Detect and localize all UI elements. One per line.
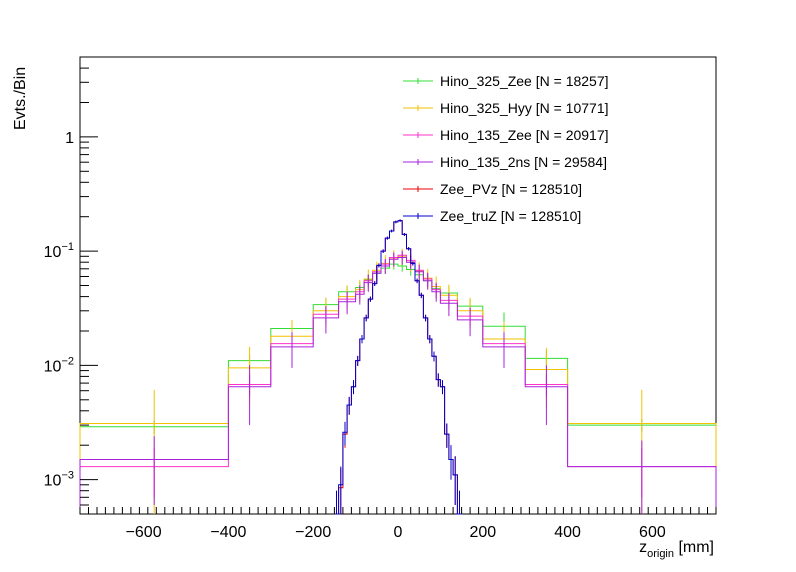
x-axis-title: zorigin [mm]	[639, 539, 714, 560]
y-tick-label: 1	[65, 130, 74, 147]
legend-label: Hino_135_2ns [N = 29584]	[440, 154, 607, 170]
y-axis-title: Evts./Bin	[12, 67, 29, 130]
y-tick-label-base: 1	[65, 130, 74, 147]
y-tick-label: 10−2	[44, 355, 74, 375]
y-tick-label-exponent: −2	[61, 355, 74, 367]
x-tick-label: 400	[554, 524, 581, 541]
x-axis-title-subscript: origin	[647, 548, 674, 560]
legend-item: Hino_135_Zee [N = 20917]	[403, 127, 609, 143]
y-tick-label-exponent: −3	[61, 470, 74, 482]
series-3	[79, 251, 717, 514]
y-tick-label-base: 10	[44, 473, 62, 490]
x-tick-label: −200	[295, 524, 331, 541]
y-tick-label-exponent: −1	[61, 241, 74, 253]
legend-item: Hino_325_Hyy [N = 10771]	[403, 100, 609, 116]
histogram-layer	[79, 219, 717, 515]
legend-label: Zee_PVz [N = 128510]	[440, 181, 582, 197]
series-5	[334, 219, 462, 515]
y-tick-label: 10−1	[44, 241, 74, 261]
legend-label: Hino_325_Zee [N = 18257]	[440, 73, 609, 89]
legend-label: Zee_truZ [N = 128510]	[440, 208, 581, 224]
x-axis: −600 −400 −200 0 200 400 600	[79, 507, 717, 541]
x-tick-label: 600	[639, 524, 666, 541]
legend-item: Zee_truZ [N = 128510]	[403, 208, 581, 224]
x-tick-label: 200	[469, 524, 496, 541]
legend-item: Hino_135_2ns [N = 29584]	[403, 154, 607, 170]
legend-item: Hino_325_Zee [N = 18257]	[403, 73, 609, 89]
x-axis-title-unit: [mm]	[674, 539, 714, 556]
legend: Hino_325_Zee [N = 18257] Hino_325_Hyy [N …	[403, 73, 609, 224]
x-tick-label: 0	[394, 524, 403, 541]
x-tick-label: −600	[126, 524, 162, 541]
y-tick-label-base: 10	[44, 358, 62, 375]
series-step-line	[79, 257, 717, 514]
y-axis: 10−310−210−11	[44, 56, 98, 515]
series-step-line	[79, 263, 717, 514]
legend-label: Hino_325_Hyy [N = 10771]	[440, 100, 609, 116]
y-tick-label-base: 10	[44, 244, 62, 261]
x-axis-title-main: z	[639, 539, 647, 556]
legend-item: Zee_PVz [N = 128510]	[403, 181, 582, 197]
y-tick-label: 10−3	[44, 470, 74, 490]
legend-label: Hino_135_Zee [N = 20917]	[440, 127, 609, 143]
series-step-line	[334, 220, 462, 515]
x-tick-label: −400	[210, 524, 246, 541]
